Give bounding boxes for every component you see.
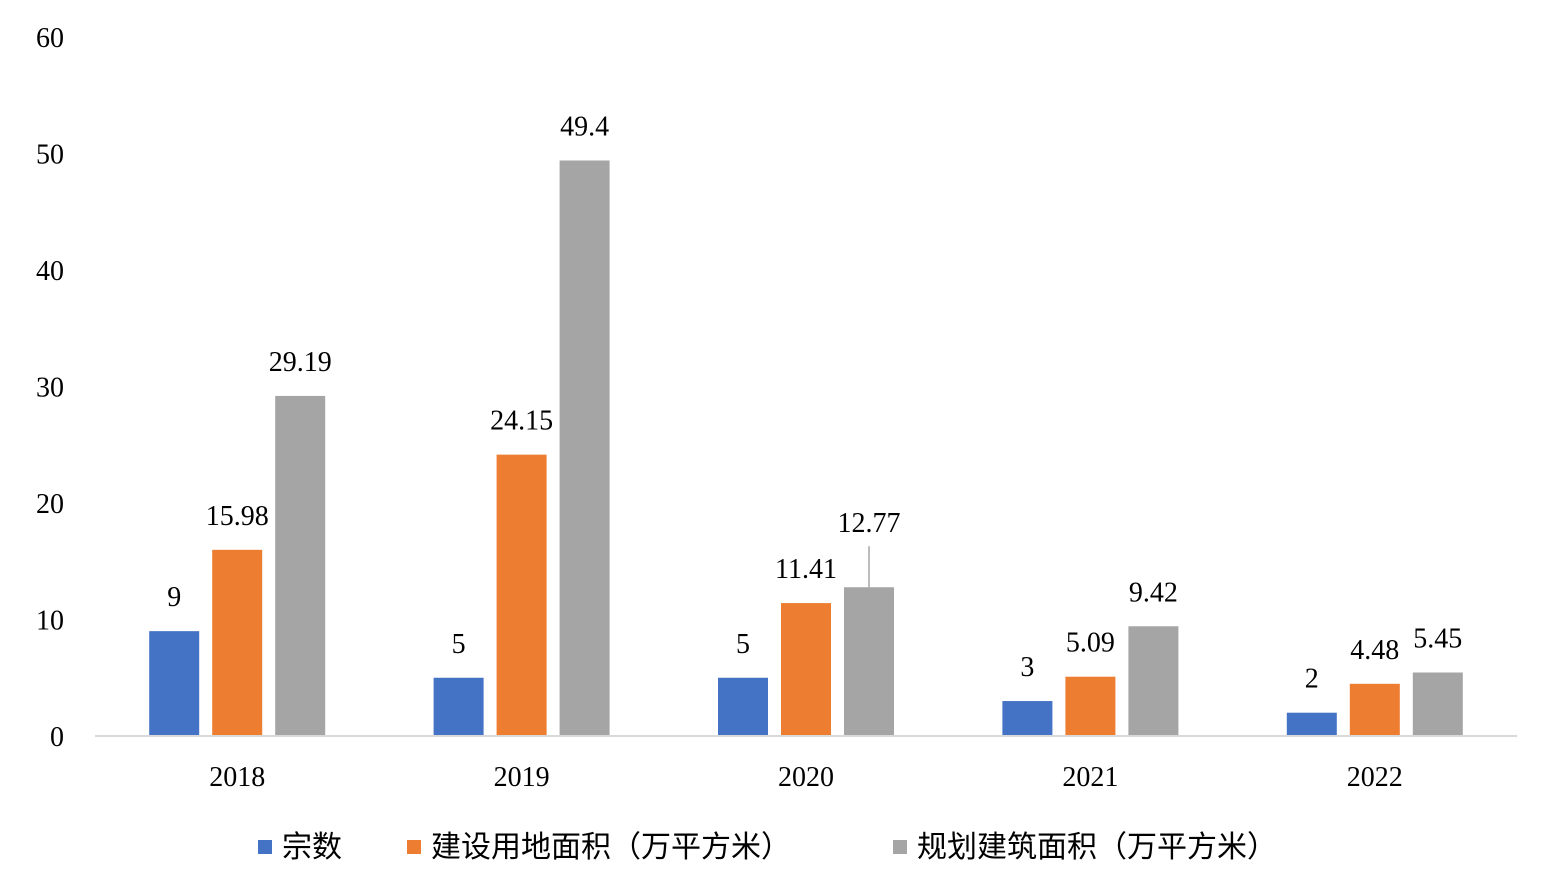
bars <box>149 160 1463 737</box>
y-tick-label: 10 <box>36 606 64 637</box>
bar-series2-2019 <box>496 454 547 736</box>
legend-label: 规划建筑面积（万平方米） <box>917 831 1277 864</box>
legend-swatch <box>258 840 272 854</box>
bar-series1-2022 <box>1286 712 1337 736</box>
bar-series3-2021 <box>1128 626 1179 736</box>
data-label-series1-2018: 9 <box>167 582 181 613</box>
x-tick-label: 2018 <box>209 762 265 793</box>
x-tick-label: 2019 <box>494 762 550 793</box>
data-label-series3-2020: 12.77 <box>838 508 901 539</box>
y-tick-label: 40 <box>36 256 64 287</box>
bar-series1-2019 <box>433 677 484 736</box>
x-tick-label: 2020 <box>778 762 834 793</box>
data-label-series2-2019: 24.15 <box>490 406 553 437</box>
data-label-series3-2018: 29.19 <box>269 347 332 378</box>
bar-series2-2022 <box>1349 683 1400 736</box>
data-label-series1-2022: 2 <box>1305 664 1319 695</box>
data-label-series2-2020: 11.41 <box>775 554 837 585</box>
data-label-series3-2022: 5.45 <box>1413 624 1462 655</box>
bar-series3-2019 <box>559 160 610 737</box>
bar-series3-2020 <box>844 587 894 736</box>
data-label-series2-2021: 5.09 <box>1066 628 1115 659</box>
legend-item-series2: 建设用地面积（万平方米） <box>407 831 791 864</box>
y-tick-label: 60 <box>36 23 64 54</box>
bar-series2-2018 <box>212 549 263 736</box>
data-label-series1-2019: 5 <box>452 629 466 660</box>
legend: 宗数 建设用地面积（万平方米） 规划建筑面积（万平方米） <box>258 831 1277 864</box>
bar-series3-2022 <box>1412 672 1463 736</box>
y-tick-label: 20 <box>36 489 64 520</box>
bar-series2-2021 <box>1065 676 1116 736</box>
legend-label: 宗数 <box>282 831 342 864</box>
legend-item-series3: 规划建筑面积（万平方米） <box>893 831 1277 864</box>
data-label-series1-2021: 3 <box>1020 652 1034 683</box>
y-tick-label: 30 <box>36 373 64 404</box>
bar-series1-2018 <box>149 631 200 736</box>
bar-series1-2020 <box>718 677 768 736</box>
legend-item-series1: 宗数 <box>258 831 342 864</box>
data-label-series3-2021: 9.42 <box>1129 577 1178 608</box>
y-tick-label: 0 <box>50 722 64 753</box>
y-tick-label: 50 <box>36 140 64 171</box>
legend-swatch <box>407 840 421 854</box>
x-tick-label: 2021 <box>1062 762 1118 793</box>
bar-series1-2021 <box>1002 701 1053 736</box>
y-axis-tick-labels: 0 10 20 30 40 50 60 <box>36 23 64 753</box>
legend-label: 建设用地面积（万平方米） <box>431 831 791 864</box>
data-label-series3-2019: 49.4 <box>560 111 609 142</box>
bar-series2-2020 <box>781 603 831 736</box>
data-label-series1-2020: 5 <box>736 629 750 660</box>
x-tick-label: 2022 <box>1347 762 1403 793</box>
data-label-series2-2022: 4.48 <box>1350 635 1399 666</box>
bar-series3-2018 <box>275 395 326 736</box>
x-axis-tick-labels: 2018 2019 2020 2021 2022 <box>209 762 1403 793</box>
data-label-series2-2018: 15.98 <box>206 501 269 532</box>
legend-swatch <box>893 840 907 854</box>
